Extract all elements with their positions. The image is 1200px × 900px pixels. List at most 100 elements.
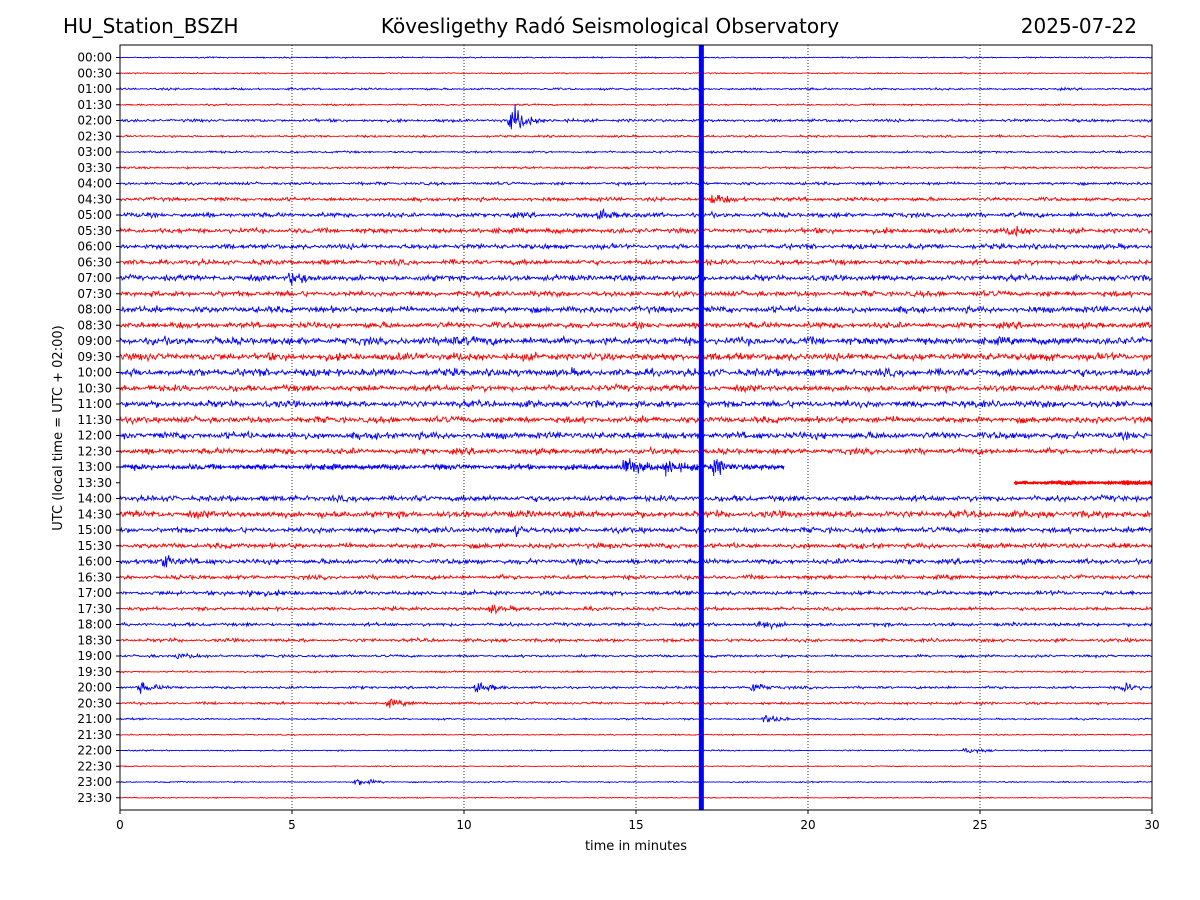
y-tick-label: 22:00 xyxy=(77,744,112,758)
y-tick-label: 19:30 xyxy=(77,665,112,679)
y-tick-label: 03:30 xyxy=(77,161,112,175)
x-tick-label: 5 xyxy=(288,818,296,832)
y-tick-label: 04:00 xyxy=(77,177,112,191)
x-tick-label: 25 xyxy=(972,818,987,832)
trace-1700 xyxy=(119,588,1153,598)
trace-0330 xyxy=(119,165,1153,171)
trace-0630 xyxy=(119,257,1153,267)
y-tick-label: 17:00 xyxy=(77,586,112,600)
y-tick-label: 09:30 xyxy=(77,350,112,364)
trace-0930 xyxy=(119,351,1153,363)
y-tick-label: 14:30 xyxy=(77,507,112,521)
trace-0100 xyxy=(119,86,1153,92)
y-tick-label: 23:00 xyxy=(77,775,112,789)
station-title: HU_Station_BSZH xyxy=(63,14,239,38)
trace-2230 xyxy=(119,765,1153,768)
trace-2000 xyxy=(119,681,1153,694)
y-tick-label: 00:30 xyxy=(77,66,112,80)
trace-1530 xyxy=(119,541,1153,551)
spike-column xyxy=(698,45,704,810)
y-tick-label: 15:30 xyxy=(77,539,112,553)
y-tick-label: 20:30 xyxy=(77,696,112,710)
x-tick-label: 0 xyxy=(116,818,124,832)
trace-2030 xyxy=(119,698,1153,709)
trace-1000 xyxy=(119,366,1153,379)
x-axis-ticks: 0 5 10 15 20 25 30 xyxy=(116,810,1160,832)
x-tick-label: 10 xyxy=(456,818,471,832)
date-title: 2025-07-22 xyxy=(1020,14,1137,38)
trace-2300 xyxy=(119,778,1153,786)
y-tick-label: 03:00 xyxy=(77,145,112,159)
y-tick-label: 06:30 xyxy=(77,255,112,269)
trace-1800 xyxy=(119,620,1153,631)
trace-1030 xyxy=(119,382,1153,394)
x-tick-label: 15 xyxy=(628,818,643,832)
spike-column-bar xyxy=(698,45,704,810)
trace-1130 xyxy=(119,414,1153,426)
y-tick-label: 00:00 xyxy=(77,51,112,65)
y-tick-label: 14:00 xyxy=(77,492,112,506)
trace-1600 xyxy=(119,555,1153,569)
x-tick-label: 30 xyxy=(1144,818,1159,832)
y-tick-label: 23:30 xyxy=(77,791,112,805)
y-tick-label: 12:00 xyxy=(77,429,112,443)
y-tick-label: 09:00 xyxy=(77,334,112,348)
trace-0700 xyxy=(119,272,1153,286)
y-tick-label: 21:00 xyxy=(77,712,112,726)
trace-1200 xyxy=(119,429,1153,442)
trace-0530 xyxy=(119,225,1153,238)
trace-2200 xyxy=(119,747,1152,755)
trace-1500 xyxy=(119,524,1153,537)
y-tick-label: 01:30 xyxy=(77,98,112,112)
trace-1400 xyxy=(119,493,1153,504)
y-tick-label: 13:30 xyxy=(77,476,112,490)
y-tick-label: 17:30 xyxy=(77,602,112,616)
y-tick-label: 11:30 xyxy=(77,413,112,427)
y-tick-label: 08:00 xyxy=(77,303,112,317)
trace-1430 xyxy=(119,508,1153,520)
y-tick-label: 22:30 xyxy=(77,759,112,773)
trace-2330 xyxy=(119,796,1153,799)
trace-0000 xyxy=(119,55,1153,60)
trace-2130 xyxy=(119,733,1153,737)
y-tick-label: 02:30 xyxy=(77,129,112,143)
trace-1930 xyxy=(119,669,1153,674)
y-tick-label: 12:30 xyxy=(77,444,112,458)
trace-0230 xyxy=(119,133,1153,139)
trace-0030 xyxy=(120,71,1153,75)
trace-1830 xyxy=(120,636,1153,644)
grid-lines xyxy=(291,45,981,810)
trace-0130 xyxy=(119,102,1153,107)
y-tick-label: 13:00 xyxy=(77,460,112,474)
trace-0730 xyxy=(119,289,1153,299)
trace-1300 xyxy=(119,458,785,477)
trace-1100 xyxy=(119,398,1153,410)
y-tick-label: 21:30 xyxy=(77,728,112,742)
trace-0500 xyxy=(119,207,1153,220)
y-tick-label: 08:30 xyxy=(77,318,112,332)
trace-0300 xyxy=(119,149,1153,155)
observatory-title: Kövesligethy Radó Seismological Observat… xyxy=(380,14,840,38)
y-tick-label: 15:00 xyxy=(77,523,112,537)
y-tick-label: 07:30 xyxy=(77,287,112,301)
trace-0830 xyxy=(119,320,1153,331)
trace-0200 xyxy=(119,104,1153,130)
y-tick-label: 18:30 xyxy=(77,633,112,647)
seismic-traces xyxy=(119,55,1153,799)
trace-0430 xyxy=(119,194,1153,204)
trace-1730 xyxy=(119,604,1153,615)
y-axis-label: UTC (local time = UTC + 02:00) xyxy=(51,325,66,530)
trace-0400 xyxy=(119,180,1153,187)
y-tick-label: 18:00 xyxy=(77,618,112,632)
y-tick-label: 16:00 xyxy=(77,555,112,569)
y-tick-label: 20:00 xyxy=(77,681,112,695)
y-tick-label: 10:30 xyxy=(77,381,112,395)
trace-1900 xyxy=(119,652,1153,660)
x-axis-label: time in minutes xyxy=(585,839,687,854)
y-tick-label: 07:00 xyxy=(77,271,112,285)
y-tick-label: 04:30 xyxy=(77,192,112,206)
y-tick-label: 05:30 xyxy=(77,224,112,238)
y-tick-label: 16:30 xyxy=(77,570,112,584)
